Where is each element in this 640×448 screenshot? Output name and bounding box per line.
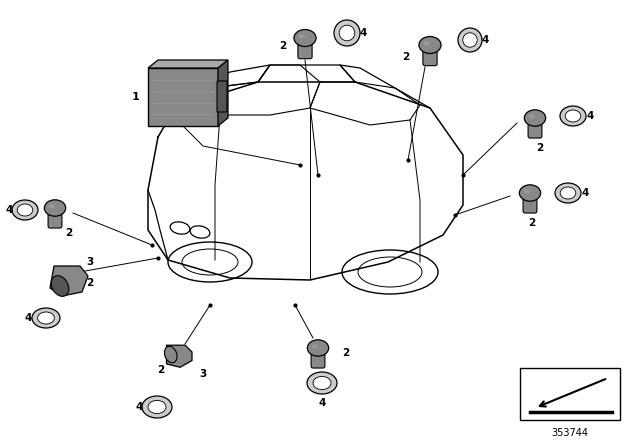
FancyBboxPatch shape [298, 41, 312, 59]
Bar [520, 368, 620, 420]
Ellipse shape [519, 185, 541, 201]
Text: 2: 2 [403, 52, 410, 62]
Text: 3: 3 [200, 369, 207, 379]
Ellipse shape [419, 36, 441, 53]
Ellipse shape [529, 114, 535, 118]
Text: 2: 2 [65, 228, 72, 238]
Text: 4: 4 [135, 402, 143, 412]
Ellipse shape [463, 33, 477, 47]
Ellipse shape [524, 190, 530, 194]
Text: 2: 2 [157, 365, 164, 375]
Ellipse shape [12, 200, 38, 220]
Text: 4: 4 [481, 35, 489, 45]
Text: 2: 2 [536, 143, 543, 153]
Text: 353744: 353744 [552, 428, 589, 438]
Text: 4: 4 [318, 398, 326, 408]
Ellipse shape [307, 340, 329, 356]
Ellipse shape [38, 312, 54, 324]
Ellipse shape [142, 396, 172, 418]
Polygon shape [148, 68, 218, 126]
Ellipse shape [334, 20, 360, 46]
Text: 4: 4 [5, 205, 13, 215]
Ellipse shape [524, 110, 546, 126]
Ellipse shape [312, 345, 318, 349]
Text: 2: 2 [342, 348, 349, 358]
Text: 1: 1 [132, 92, 140, 102]
Ellipse shape [560, 187, 576, 199]
Polygon shape [218, 60, 228, 126]
Text: 4: 4 [359, 28, 367, 38]
FancyBboxPatch shape [217, 81, 227, 112]
Ellipse shape [565, 110, 581, 122]
FancyBboxPatch shape [528, 121, 542, 138]
Text: 2: 2 [86, 278, 93, 288]
Ellipse shape [339, 25, 355, 41]
Text: 4: 4 [586, 111, 594, 121]
FancyBboxPatch shape [48, 211, 62, 228]
FancyBboxPatch shape [523, 196, 537, 213]
Text: 4: 4 [581, 188, 589, 198]
Text: 2: 2 [529, 218, 536, 228]
Ellipse shape [32, 308, 60, 328]
Ellipse shape [49, 204, 55, 208]
Ellipse shape [51, 276, 69, 296]
Ellipse shape [555, 183, 581, 203]
Polygon shape [50, 266, 88, 296]
Ellipse shape [294, 30, 316, 47]
Ellipse shape [313, 376, 331, 390]
Text: 2: 2 [280, 41, 287, 51]
Ellipse shape [307, 372, 337, 394]
Ellipse shape [164, 346, 177, 363]
Ellipse shape [44, 200, 66, 216]
Ellipse shape [148, 401, 166, 414]
Ellipse shape [560, 106, 586, 126]
Text: 4: 4 [24, 313, 32, 323]
Ellipse shape [423, 41, 430, 45]
Ellipse shape [458, 28, 482, 52]
Ellipse shape [17, 204, 33, 216]
FancyBboxPatch shape [311, 351, 325, 368]
Ellipse shape [298, 34, 305, 39]
Polygon shape [166, 345, 192, 367]
Text: 3: 3 [86, 257, 93, 267]
FancyBboxPatch shape [423, 48, 437, 66]
Polygon shape [148, 60, 228, 68]
